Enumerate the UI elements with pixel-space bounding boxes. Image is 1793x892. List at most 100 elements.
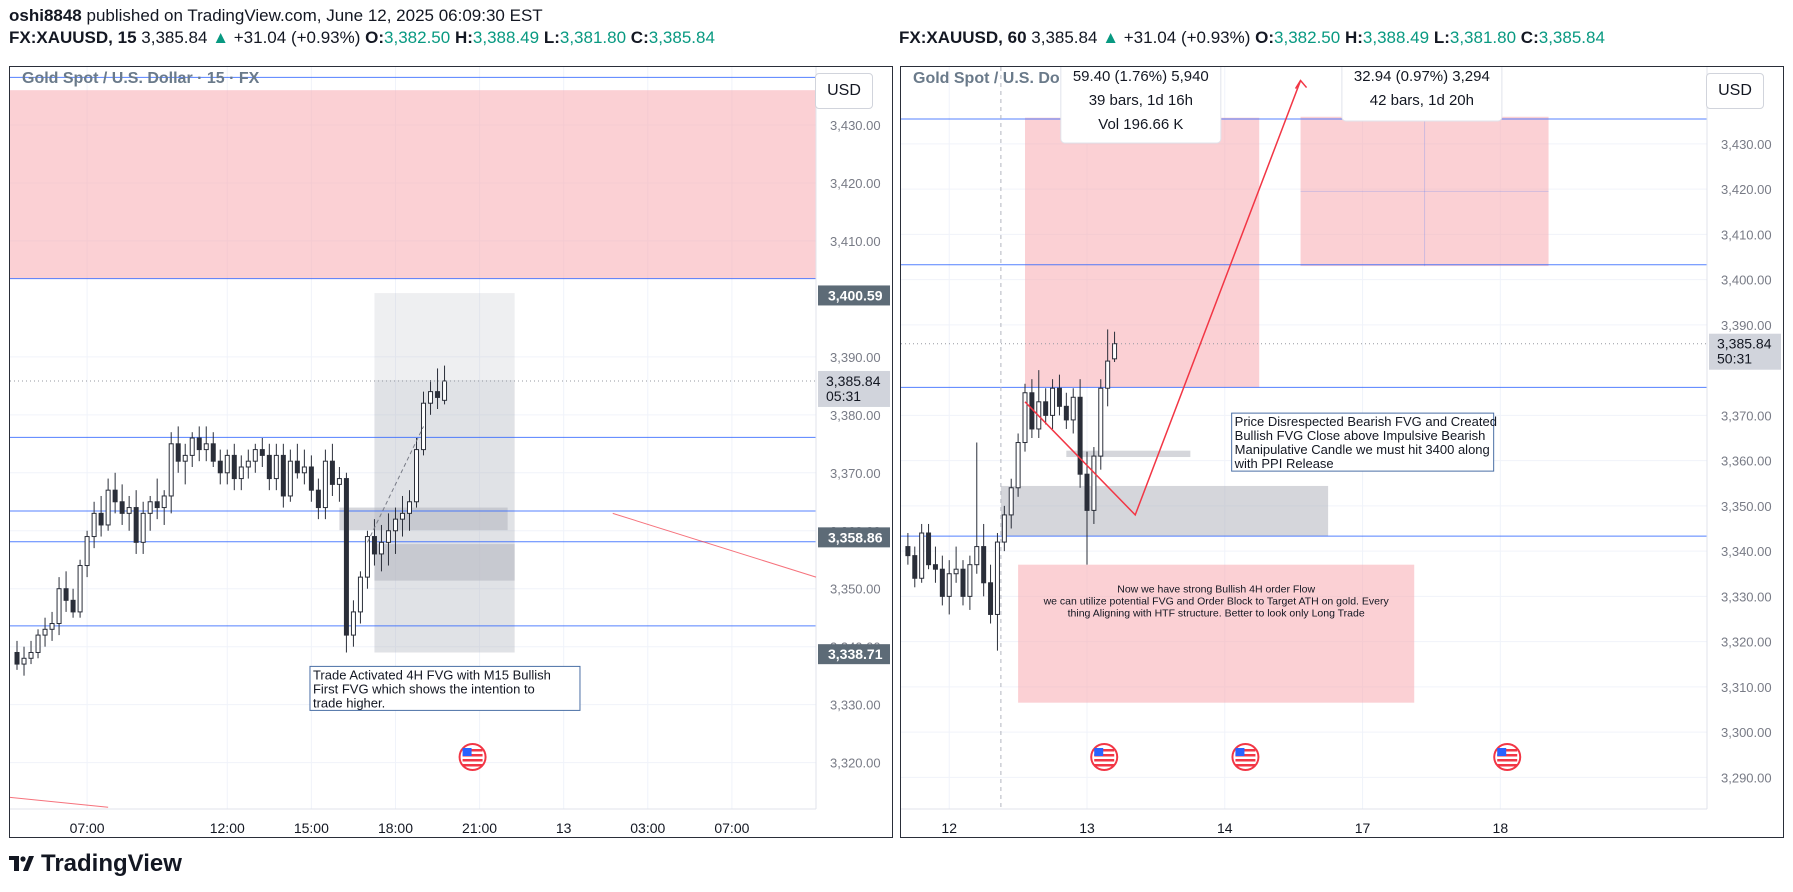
candle[interactable] [994, 533, 1000, 651]
symbol-name[interactable]: FX:XAUUSD, 15 [9, 28, 137, 47]
candle[interactable] [154, 478, 160, 520]
candle[interactable] [259, 438, 265, 467]
candle[interactable] [1050, 379, 1056, 429]
candle[interactable] [70, 588, 76, 618]
candle[interactable] [1015, 433, 1021, 497]
candle[interactable] [1063, 392, 1069, 429]
candle[interactable] [287, 449, 293, 502]
candle[interactable] [414, 438, 420, 508]
candle[interactable] [42, 617, 48, 647]
currency-button[interactable]: USD [1706, 73, 1764, 109]
us-flag-icon[interactable] [458, 743, 487, 771]
candle[interactable] [63, 571, 69, 612]
candle[interactable] [203, 426, 209, 462]
chart-panel-1h[interactable]: 3,290.00 3,300.00 3,310.00 3,320.00 3,330.00… [900, 66, 1784, 838]
candle[interactable] [385, 513, 391, 566]
candle[interactable] [14, 640, 20, 670]
candle[interactable] [329, 443, 335, 496]
chart-panel-15m[interactable]: 3,320.003,330.003,340.003,350.003,360.00… [9, 66, 893, 838]
candle[interactable] [77, 559, 83, 618]
candle[interactable] [28, 640, 34, 665]
candle[interactable] [1084, 451, 1090, 565]
candle[interactable] [189, 432, 195, 467]
candle[interactable] [378, 524, 384, 572]
candle[interactable] [126, 495, 132, 531]
candle[interactable] [932, 546, 938, 583]
candle[interactable] [967, 555, 973, 610]
candle[interactable] [435, 368, 441, 410]
candle[interactable] [1001, 505, 1007, 552]
candle[interactable] [147, 495, 153, 531]
candle[interactable] [266, 443, 272, 491]
candle[interactable] [252, 443, 258, 473]
candle[interactable] [343, 472, 349, 653]
chart-canvas-1h[interactable]: 3,290.00 3,300.00 3,310.00 3,320.00 3,330.00… [901, 67, 1784, 838]
candle[interactable] [301, 449, 307, 485]
candle[interactable] [1098, 379, 1104, 470]
candle[interactable] [1091, 447, 1097, 524]
candle[interactable] [1056, 374, 1062, 416]
candle[interactable] [926, 523, 932, 570]
candle[interactable] [112, 472, 118, 514]
candle[interactable] [273, 443, 279, 491]
candle[interactable] [1070, 388, 1076, 434]
candle[interactable] [988, 564, 994, 624]
currency-button[interactable]: USD [815, 73, 873, 109]
candle[interactable] [912, 546, 918, 588]
candle[interactable] [350, 600, 356, 647]
candle[interactable] [336, 466, 342, 502]
candle[interactable] [442, 365, 448, 405]
candle[interactable] [1105, 329, 1111, 407]
candle[interactable] [210, 432, 216, 467]
candle[interactable] [56, 577, 62, 636]
candle[interactable] [133, 490, 139, 554]
candle[interactable] [953, 546, 959, 583]
candle[interactable] [364, 530, 370, 589]
candle[interactable] [21, 646, 27, 676]
candle[interactable] [946, 560, 952, 615]
chart-canvas-15m[interactable]: 3,320.003,330.003,340.003,350.003,360.00… [10, 67, 893, 838]
candle[interactable] [49, 611, 55, 641]
candle[interactable] [224, 449, 230, 485]
candle[interactable] [322, 449, 328, 520]
candle[interactable] [217, 449, 223, 485]
candle[interactable] [294, 443, 300, 479]
candle[interactable] [1008, 478, 1014, 529]
candle[interactable] [981, 523, 987, 597]
candle[interactable] [399, 495, 405, 537]
candle[interactable] [175, 426, 181, 473]
us-flag-icon[interactable] [1493, 743, 1522, 771]
candle[interactable] [974, 442, 980, 574]
candle[interactable] [308, 455, 314, 502]
candle[interactable] [428, 380, 434, 415]
symbol-name[interactable]: FX:XAUUSD, 60 [899, 28, 1027, 47]
candle[interactable] [280, 443, 286, 508]
candle[interactable] [35, 629, 41, 659]
candle[interactable] [238, 455, 244, 491]
candle[interactable] [357, 571, 363, 624]
candle[interactable] [168, 432, 174, 514]
candle[interactable] [919, 523, 925, 583]
candle[interactable] [98, 495, 104, 537]
candle[interactable] [231, 443, 237, 491]
candle[interactable] [196, 426, 202, 462]
candle[interactable] [905, 533, 911, 565]
candle[interactable] [84, 530, 90, 578]
us-flag-icon[interactable] [1231, 743, 1260, 771]
candle[interactable] [1077, 379, 1083, 488]
candle[interactable] [1112, 331, 1118, 362]
candle[interactable] [105, 478, 111, 531]
us-flag-icon[interactable] [1090, 743, 1119, 771]
candle[interactable] [91, 501, 97, 549]
candle[interactable] [315, 478, 321, 520]
candle[interactable] [406, 490, 412, 531]
candle[interactable] [140, 501, 146, 554]
candle[interactable] [1022, 383, 1028, 452]
author-name[interactable]: oshi8848 [9, 6, 82, 25]
candle[interactable] [392, 507, 398, 554]
candle[interactable] [245, 449, 251, 479]
candle[interactable] [939, 555, 945, 606]
tradingview-logo[interactable]: TradingView [9, 850, 182, 878]
candle[interactable] [1043, 388, 1049, 425]
candle[interactable] [161, 490, 167, 525]
